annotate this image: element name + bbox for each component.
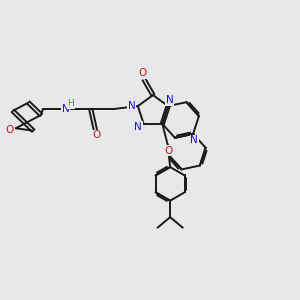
Text: O: O (164, 146, 172, 156)
Text: H: H (67, 99, 74, 108)
Text: N: N (134, 122, 142, 132)
Text: O: O (138, 68, 146, 79)
Text: N: N (62, 104, 70, 114)
Text: N: N (190, 136, 198, 146)
Text: N: N (128, 101, 136, 111)
Text: N: N (166, 95, 173, 105)
Text: O: O (93, 130, 101, 140)
Text: O: O (5, 125, 14, 135)
